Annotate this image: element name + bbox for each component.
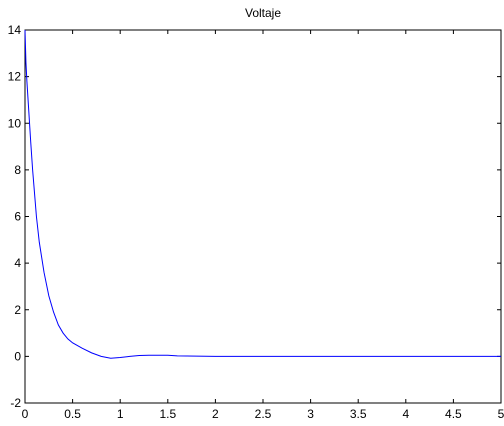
x-tick-label: 4.5 bbox=[445, 407, 462, 421]
y-tick-label: 8 bbox=[14, 163, 21, 177]
x-tick-label: 1.5 bbox=[159, 407, 176, 421]
x-tick-label: 2.5 bbox=[255, 407, 272, 421]
x-tick-label: 3.5 bbox=[350, 407, 367, 421]
x-tick-label: 0 bbox=[22, 407, 29, 421]
x-tick-label: 0.5 bbox=[64, 407, 81, 421]
x-tick-label: 1 bbox=[117, 407, 124, 421]
y-tick-label: 2 bbox=[14, 303, 21, 317]
x-tick-label: 5 bbox=[498, 407, 504, 421]
x-tick-label: 4 bbox=[402, 407, 409, 421]
y-tick-label: -2 bbox=[10, 396, 21, 410]
y-tick-label: 12 bbox=[8, 70, 22, 84]
plot-area bbox=[24, 29, 502, 404]
chart-title: Voltaje bbox=[245, 6, 281, 20]
y-tick-label: 4 bbox=[14, 256, 21, 270]
y-tick-label: 6 bbox=[14, 210, 21, 224]
y-tick-label: 14 bbox=[8, 23, 22, 37]
axis-ticks bbox=[24, 29, 502, 404]
x-tick-label: 2 bbox=[212, 407, 219, 421]
y-tick-label: 10 bbox=[8, 116, 22, 130]
x-tick-labels: 0 0.5 1 1.5 2 2.5 3 3.5 4 4.5 5 bbox=[22, 407, 504, 421]
voltage-series-line bbox=[24, 29, 501, 359]
y-tick-labels: -2 0 2 4 6 8 10 12 14 bbox=[8, 23, 22, 410]
x-tick-label: 3 bbox=[307, 407, 314, 421]
y-tick-label: 0 bbox=[14, 349, 21, 363]
